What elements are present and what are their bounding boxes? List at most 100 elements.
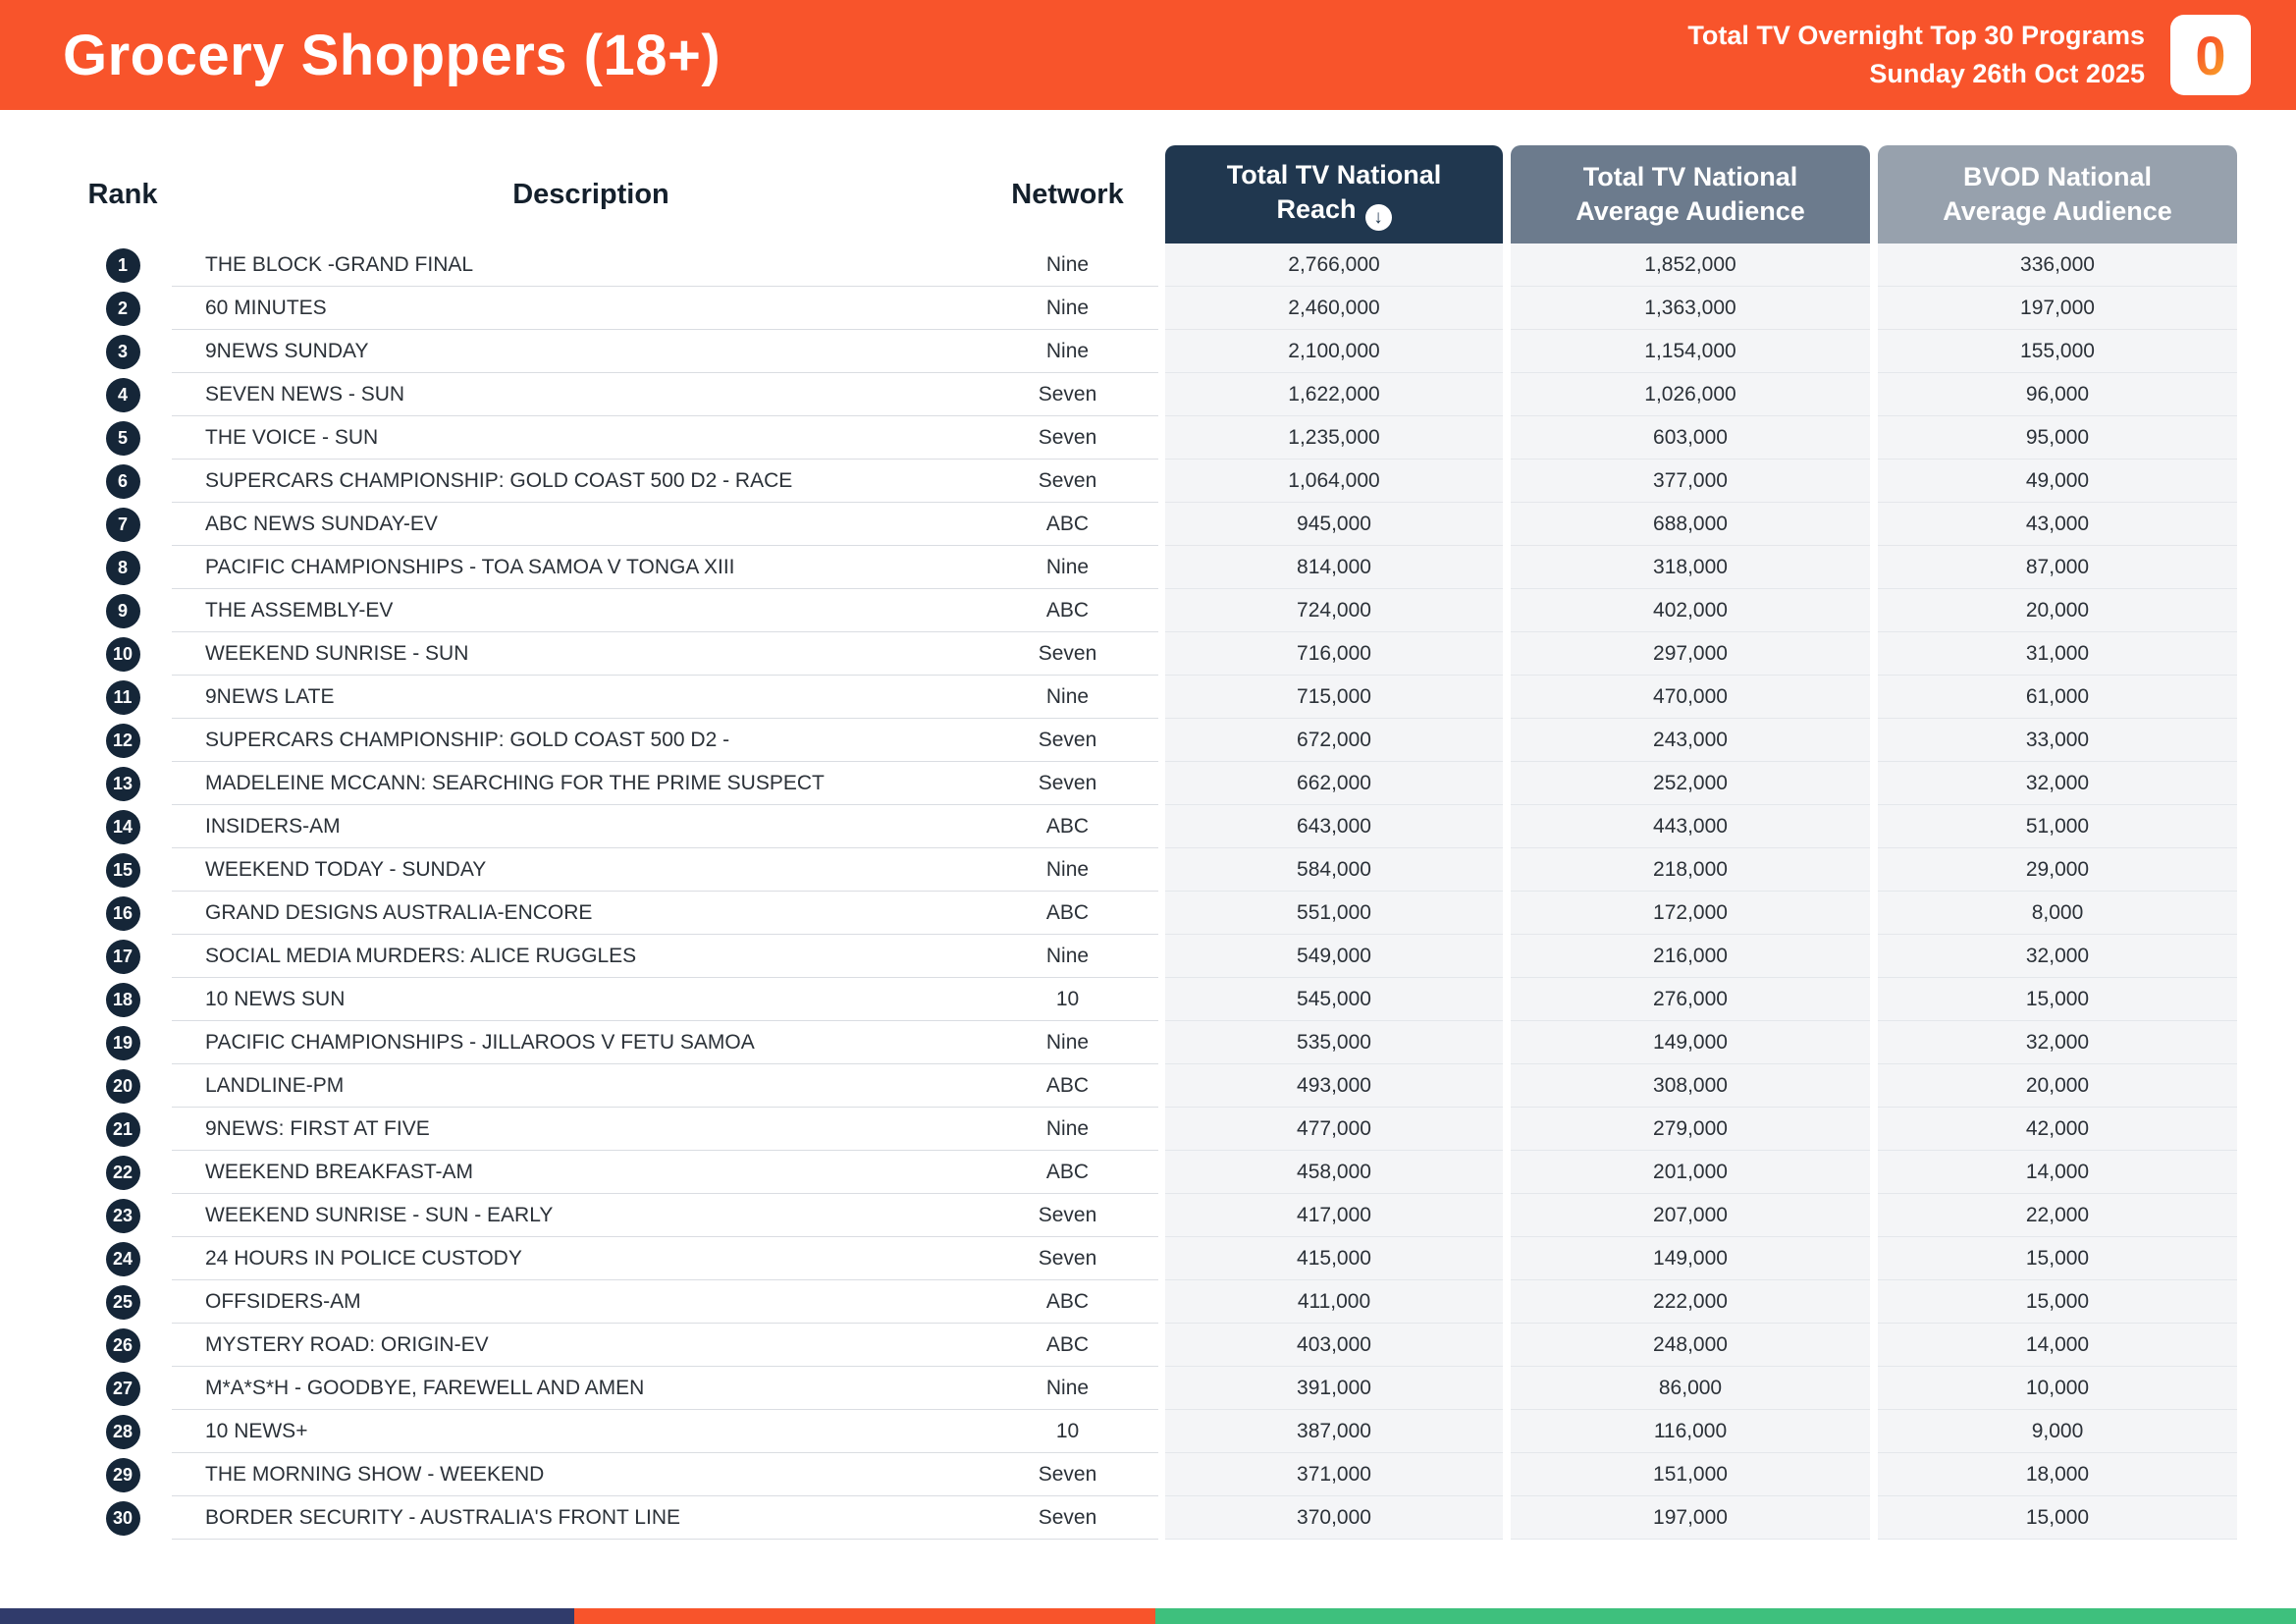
- cell-total-tv-average: 216,000: [1511, 935, 1870, 978]
- page-title: Grocery Shoppers (18+): [63, 23, 721, 87]
- cell-description: WEEKEND BREAKFAST-AM: [172, 1151, 977, 1194]
- rank-badge: 16: [105, 895, 140, 931]
- cell-bvod-average: 61,000: [1878, 676, 2237, 719]
- table-row: 21 9NEWS: FIRST AT FIVE Nine 477,000 279…: [74, 1108, 2237, 1151]
- table-row: 9 THE ASSEMBLY-EV ABC 724,000 402,000 20…: [74, 589, 2237, 632]
- cell-bvod-average: 20,000: [1878, 1064, 2237, 1108]
- table-row: 4 SEVEN NEWS - SUN Seven 1,622,000 1,026…: [74, 373, 2237, 416]
- cell-description: 9NEWS: FIRST AT FIVE: [172, 1108, 977, 1151]
- rank-badge: 20: [105, 1068, 140, 1104]
- cell-description: SUPERCARS CHAMPIONSHIP: GOLD COAST 500 D…: [172, 719, 977, 762]
- rank-badge: 12: [105, 723, 140, 758]
- cell-network: Nine: [977, 848, 1158, 892]
- column-header-description: Description: [512, 178, 669, 210]
- cell-total-tv-average: 243,000: [1511, 719, 1870, 762]
- table-row: 28 10 NEWS+ 10 387,000 116,000 9,000: [74, 1410, 2237, 1453]
- rank-badge: 4: [105, 377, 140, 412]
- cell-total-tv-reach: 2,460,000: [1165, 287, 1503, 330]
- cell-network: Nine: [977, 1021, 1158, 1064]
- cell-description: 9NEWS LATE: [172, 676, 977, 719]
- cell-bvod-average: 22,000: [1878, 1194, 2237, 1237]
- cell-total-tv-reach: 584,000: [1165, 848, 1503, 892]
- rank-badge: 2: [105, 291, 140, 326]
- column-header-total-tv-reach[interactable]: Total TV National Reach ↓: [1165, 145, 1503, 244]
- cell-total-tv-reach: 1,064,000: [1165, 460, 1503, 503]
- footer-stripe-orange: [573, 1608, 1155, 1624]
- footer-stripe-navy: [0, 1608, 574, 1624]
- cell-total-tv-average: 197,000: [1511, 1496, 1870, 1540]
- table-row: 13 MADELEINE MCCANN: SEARCHING FOR THE P…: [74, 762, 2237, 805]
- cell-network: Seven: [977, 373, 1158, 416]
- rank-badge: 30: [105, 1500, 140, 1536]
- cell-total-tv-average: 1,154,000: [1511, 330, 1870, 373]
- cell-network: ABC: [977, 1324, 1158, 1367]
- rank-badge: 22: [105, 1155, 140, 1190]
- rank-badge: 27: [105, 1371, 140, 1406]
- cell-description: SOCIAL MEDIA MURDERS: ALICE RUGGLES: [172, 935, 977, 978]
- cell-total-tv-average: 1,363,000: [1511, 287, 1870, 330]
- cell-total-tv-average: 279,000: [1511, 1108, 1870, 1151]
- cell-total-tv-reach: 1,235,000: [1165, 416, 1503, 460]
- table-row: 2 60 MINUTES Nine 2,460,000 1,363,000 19…: [74, 287, 2237, 330]
- cell-total-tv-reach: 551,000: [1165, 892, 1503, 935]
- cell-total-tv-average: 470,000: [1511, 676, 1870, 719]
- cell-total-tv-reach: 814,000: [1165, 546, 1503, 589]
- sort-descending-icon[interactable]: ↓: [1364, 204, 1392, 232]
- cell-description: THE ASSEMBLY-EV: [172, 589, 977, 632]
- table-row: 22 WEEKEND BREAKFAST-AM ABC 458,000 201,…: [74, 1151, 2237, 1194]
- cell-bvod-average: 15,000: [1878, 978, 2237, 1021]
- column-header-total-tv-average: Total TV National Average Audience: [1511, 145, 1870, 244]
- cell-total-tv-average: 443,000: [1511, 805, 1870, 848]
- cell-total-tv-average: 603,000: [1511, 416, 1870, 460]
- cell-bvod-average: 20,000: [1878, 589, 2237, 632]
- cell-network: 10: [977, 1410, 1158, 1453]
- table-row: 11 9NEWS LATE Nine 715,000 470,000 61,00…: [74, 676, 2237, 719]
- table-row: 23 WEEKEND SUNRISE - SUN - EARLY Seven 4…: [74, 1194, 2237, 1237]
- cell-description: 24 HOURS IN POLICE CUSTODY: [172, 1237, 977, 1280]
- cell-bvod-average: 155,000: [1878, 330, 2237, 373]
- cell-bvod-average: 43,000: [1878, 503, 2237, 546]
- cell-total-tv-average: 149,000: [1511, 1237, 1870, 1280]
- rank-badge: 21: [105, 1111, 140, 1147]
- cell-total-tv-reach: 387,000: [1165, 1410, 1503, 1453]
- cell-total-tv-reach: 724,000: [1165, 589, 1503, 632]
- footer-stripe: [0, 1608, 2296, 1624]
- rank-badge: 14: [105, 809, 140, 844]
- table-row: 26 MYSTERY ROAD: ORIGIN-EV ABC 403,000 2…: [74, 1324, 2237, 1367]
- table-row: 17 SOCIAL MEDIA MURDERS: ALICE RUGGLES N…: [74, 935, 2237, 978]
- cell-description: SEVEN NEWS - SUN: [172, 373, 977, 416]
- rank-badge: 5: [105, 420, 140, 456]
- cell-bvod-average: 10,000: [1878, 1367, 2237, 1410]
- table-row: 30 BORDER SECURITY - AUSTRALIA'S FRONT L…: [74, 1496, 2237, 1540]
- cell-description: MYSTERY ROAD: ORIGIN-EV: [172, 1324, 977, 1367]
- cell-total-tv-reach: 549,000: [1165, 935, 1503, 978]
- rank-badge: 17: [105, 939, 140, 974]
- table-row: 19 PACIFIC CHAMPIONSHIPS - JILLAROOS V F…: [74, 1021, 2237, 1064]
- column-header-rank: Rank: [87, 178, 158, 210]
- cell-network: Seven: [977, 460, 1158, 503]
- cell-total-tv-average: 218,000: [1511, 848, 1870, 892]
- table-row: 3 9NEWS SUNDAY Nine 2,100,000 1,154,000 …: [74, 330, 2237, 373]
- column-header-network: Network: [1011, 178, 1124, 210]
- cell-network: Nine: [977, 330, 1158, 373]
- rank-badge: 8: [105, 550, 140, 585]
- cell-description: WEEKEND SUNRISE - SUN - EARLY: [172, 1194, 977, 1237]
- rank-badge: 28: [105, 1414, 140, 1449]
- oztam-logo: 0: [2170, 15, 2251, 95]
- cell-description: THE MORNING SHOW - WEEKEND: [172, 1453, 977, 1496]
- cell-network: ABC: [977, 1064, 1158, 1108]
- top30-table: Rank Description Network Total TV Nation…: [0, 110, 2296, 1540]
- cell-total-tv-average: 252,000: [1511, 762, 1870, 805]
- table-row: 8 PACIFIC CHAMPIONSHIPS - TOA SAMOA V TO…: [74, 546, 2237, 589]
- cell-network: ABC: [977, 1151, 1158, 1194]
- header-bar: Grocery Shoppers (18+) Total TV Overnigh…: [0, 0, 2296, 110]
- cell-total-tv-reach: 417,000: [1165, 1194, 1503, 1237]
- rank-badge: 3: [105, 334, 140, 369]
- cell-description: 60 MINUTES: [172, 287, 977, 330]
- cell-total-tv-reach: 493,000: [1165, 1064, 1503, 1108]
- rank-badge: 11: [105, 679, 140, 715]
- cell-total-tv-reach: 415,000: [1165, 1237, 1503, 1280]
- table-row: 29 THE MORNING SHOW - WEEKEND Seven 371,…: [74, 1453, 2237, 1496]
- cell-description: OFFSIDERS-AM: [172, 1280, 977, 1324]
- rank-badge: 9: [105, 593, 140, 628]
